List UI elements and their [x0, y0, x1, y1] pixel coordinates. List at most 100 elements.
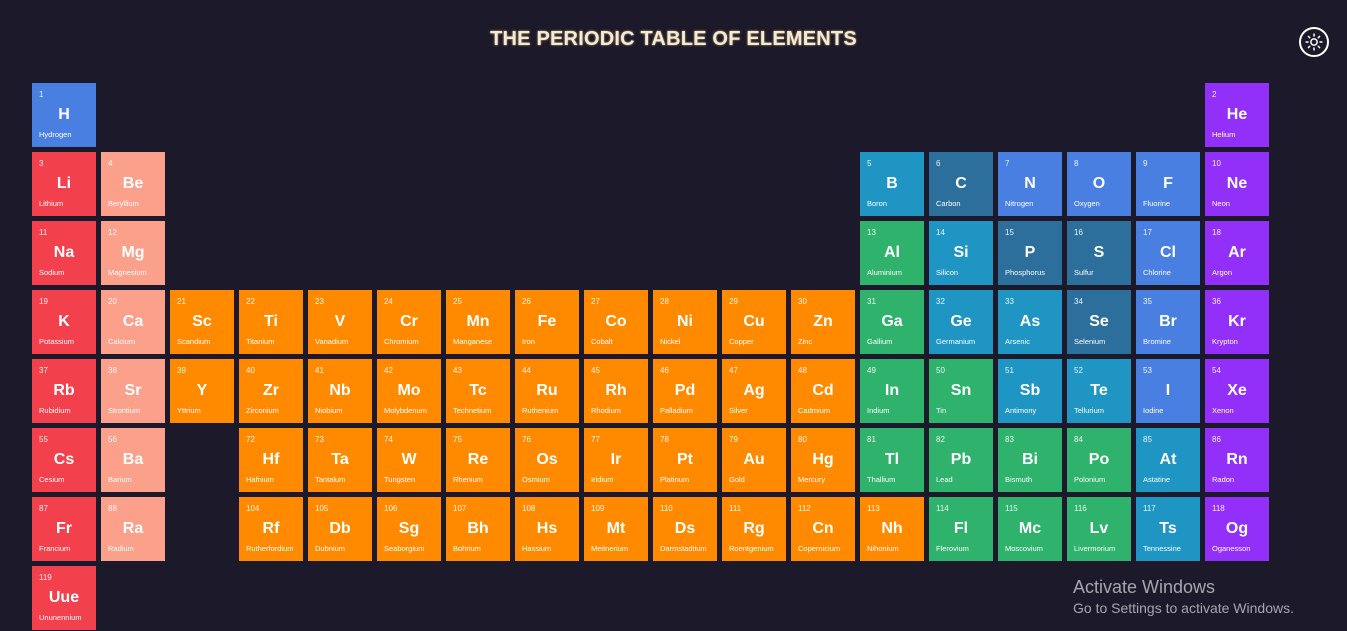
element-cell-sulfur[interactable]: 16 S Sulfur [1067, 221, 1131, 285]
element-cell-strontium[interactable]: 38 Sr Strontium [101, 359, 165, 423]
element-cell-indium[interactable]: 49 In Indium [860, 359, 924, 423]
element-cell-astatine[interactable]: 85 At Astatine [1136, 428, 1200, 492]
element-cell-germanium[interactable]: 32 Ge Germanium [929, 290, 993, 354]
element-cell-tin[interactable]: 50 Sn Tin [929, 359, 993, 423]
element-cell-magnesium[interactable]: 12 Mg Magnesium [101, 221, 165, 285]
element-cell-nitrogen[interactable]: 7 N Nitrogen [998, 152, 1062, 216]
element-cell-phosphorus[interactable]: 15 P Phosphorus [998, 221, 1062, 285]
element-cell-scandium[interactable]: 21 Sc Scandium [170, 290, 234, 354]
element-cell-nihonium[interactable]: 113 Nh Nihonium [860, 497, 924, 561]
element-cell-copernicium[interactable]: 112 Cn Copernicium [791, 497, 855, 561]
element-cell-tungsten[interactable]: 74 W Tungsten [377, 428, 441, 492]
element-cell-tantalum[interactable]: 73 Ta Tantalum [308, 428, 372, 492]
element-cell-cesium[interactable]: 55 Cs Cesium [32, 428, 96, 492]
element-cell-zinc[interactable]: 30 Zn Zinc [791, 290, 855, 354]
element-cell-tennessine[interactable]: 117 Ts Tennessine [1136, 497, 1200, 561]
element-cell-bismuth[interactable]: 83 Bi Bismuth [998, 428, 1062, 492]
element-cell-seaborgium[interactable]: 106 Sg Seaborgium [377, 497, 441, 561]
element-cell-calcium[interactable]: 20 Ca Calcium [101, 290, 165, 354]
element-cell-helium[interactable]: 2 He Helium [1205, 83, 1269, 147]
element-cell-lead[interactable]: 82 Pb Lead [929, 428, 993, 492]
element-cell-nickel[interactable]: 28 Ni Nickel [653, 290, 717, 354]
element-cell-rhenium[interactable]: 75 Re Rhenium [446, 428, 510, 492]
element-symbol: Fe [537, 313, 557, 330]
element-cell-rhodium[interactable]: 45 Rh Rhodium [584, 359, 648, 423]
element-cell-hydrogen[interactable]: 1 H Hydrogen [32, 83, 96, 147]
element-cell-fluorine[interactable]: 9 F Fluorine [1136, 152, 1200, 216]
element-cell-palladium[interactable]: 46 Pd Palladium [653, 359, 717, 423]
element-cell-iron[interactable]: 26 Fe Iron [515, 290, 579, 354]
element-cell-chromium[interactable]: 24 Cr Chromium [377, 290, 441, 354]
element-cell-boron[interactable]: 5 B Boron [860, 152, 924, 216]
element-cell-copper[interactable]: 29 Cu Copper [722, 290, 786, 354]
element-cell-titanium[interactable]: 22 Ti Titanium [239, 290, 303, 354]
atomic-number: 25 [453, 297, 462, 306]
element-cell-barium[interactable]: 56 Ba Barium [101, 428, 165, 492]
element-cell-roentgenium[interactable]: 111 Rg Roentgenium [722, 497, 786, 561]
element-cell-cadmium[interactable]: 48 Cd Cadmium [791, 359, 855, 423]
element-cell-silicon[interactable]: 14 Si Silicon [929, 221, 993, 285]
element-cell-mercury[interactable]: 80 Hg Mercury [791, 428, 855, 492]
element-symbol: Ru [536, 382, 558, 399]
element-cell-selenium[interactable]: 34 Se Selenium [1067, 290, 1131, 354]
element-cell-krypton[interactable]: 36 Kr Krypton [1205, 290, 1269, 354]
element-cell-silver[interactable]: 47 Ag Silver [722, 359, 786, 423]
element-cell-moscovium[interactable]: 115 Mc Moscovium [998, 497, 1062, 561]
element-cell-oganesson[interactable]: 118 Og Oganesson [1205, 497, 1269, 561]
element-cell-chlorine[interactable]: 17 Cl Chlorine [1136, 221, 1200, 285]
element-cell-gallium[interactable]: 31 Ga Gallium [860, 290, 924, 354]
element-cell-yttrium[interactable]: 39 Y Yttrium [170, 359, 234, 423]
element-symbol: Lv [1089, 520, 1109, 537]
element-symbol: Cn [812, 520, 834, 537]
element-cell-dubnium[interactable]: 105 Db Dubnium [308, 497, 372, 561]
element-name: Selenium [1074, 337, 1106, 346]
element-cell-iodine[interactable]: 53 I Iodine [1136, 359, 1200, 423]
element-cell-livermorium[interactable]: 116 Lv Livermorium [1067, 497, 1131, 561]
element-cell-thallium[interactable]: 81 Tl Thallium [860, 428, 924, 492]
element-cell-hafnium[interactable]: 72 Hf Hafnium [239, 428, 303, 492]
element-cell-bromine[interactable]: 35 Br Bromine [1136, 290, 1200, 354]
element-cell-neon[interactable]: 10 Ne Neon [1205, 152, 1269, 216]
element-cell-sodium[interactable]: 11 Na Sodium [32, 221, 96, 285]
element-cell-bohrium[interactable]: 107 Bh Bohrium [446, 497, 510, 561]
element-cell-argon[interactable]: 18 Ar Argon [1205, 221, 1269, 285]
element-cell-oxygen[interactable]: 8 O Oxygen [1067, 152, 1131, 216]
element-cell-rubidium[interactable]: 37 Rb Rubidium [32, 359, 96, 423]
element-cell-meitnerium[interactable]: 109 Mt Meitnerium [584, 497, 648, 561]
element-cell-radium[interactable]: 88 Ra Radium [101, 497, 165, 561]
element-cell-potassium[interactable]: 19 K Potassium [32, 290, 96, 354]
element-cell-rutherfordium[interactable]: 104 Rf Rutherfordium [239, 497, 303, 561]
element-cell-ruthenium[interactable]: 44 Ru Ruthenium [515, 359, 579, 423]
element-cell-molybdenum[interactable]: 42 Mo Molybdenum [377, 359, 441, 423]
element-cell-zirconium[interactable]: 40 Zr Zirconium [239, 359, 303, 423]
element-symbol: Cd [812, 382, 834, 399]
element-cell-technetium[interactable]: 43 Tc Technetium [446, 359, 510, 423]
element-cell-ununennium[interactable]: 119 Uue Ununennium [32, 566, 96, 630]
element-cell-tellurium[interactable]: 52 Te Tellurium [1067, 359, 1131, 423]
element-name: Potassium [39, 337, 75, 346]
element-cell-antimony[interactable]: 51 Sb Antimony [998, 359, 1062, 423]
element-cell-manganese[interactable]: 25 Mn Manganese [446, 290, 510, 354]
element-cell-arsenic[interactable]: 33 As Arsenic [998, 290, 1062, 354]
element-cell-aluminium[interactable]: 13 Al Aluminium [860, 221, 924, 285]
element-cell-lithium[interactable]: 3 Li Lithium [32, 152, 96, 216]
element-cell-iridium[interactable]: 77 Ir Iridium [584, 428, 648, 492]
element-cell-osmium[interactable]: 76 Os Osmium [515, 428, 579, 492]
element-cell-flerovium[interactable]: 114 Fl Flerovium [929, 497, 993, 561]
element-cell-platinum[interactable]: 78 Pt Platinum [653, 428, 717, 492]
element-cell-cobalt[interactable]: 27 Co Cobalt [584, 290, 648, 354]
element-cell-gold[interactable]: 79 Au Gold [722, 428, 786, 492]
atomic-number: 9 [1143, 159, 1148, 168]
element-cell-francium[interactable]: 87 Fr Francium [32, 497, 96, 561]
element-cell-vanadium[interactable]: 23 V Vanadium [308, 290, 372, 354]
element-cell-xenon[interactable]: 54 Xe Xenon [1205, 359, 1269, 423]
element-cell-beryllium[interactable]: 4 Be Beryllium [101, 152, 165, 216]
element-cell-hassium[interactable]: 108 Hs Hassium [515, 497, 579, 561]
element-cell-darmstadtium[interactable]: 110 Ds Darmstadtium [653, 497, 717, 561]
theme-toggle-button[interactable] [1299, 27, 1329, 57]
element-cell-polonium[interactable]: 84 Po Polonium [1067, 428, 1131, 492]
element-cell-radon[interactable]: 86 Rn Radon [1205, 428, 1269, 492]
element-name: Barium [108, 475, 132, 484]
element-cell-carbon[interactable]: 6 C Carbon [929, 152, 993, 216]
element-cell-niobium[interactable]: 41 Nb Niobium [308, 359, 372, 423]
